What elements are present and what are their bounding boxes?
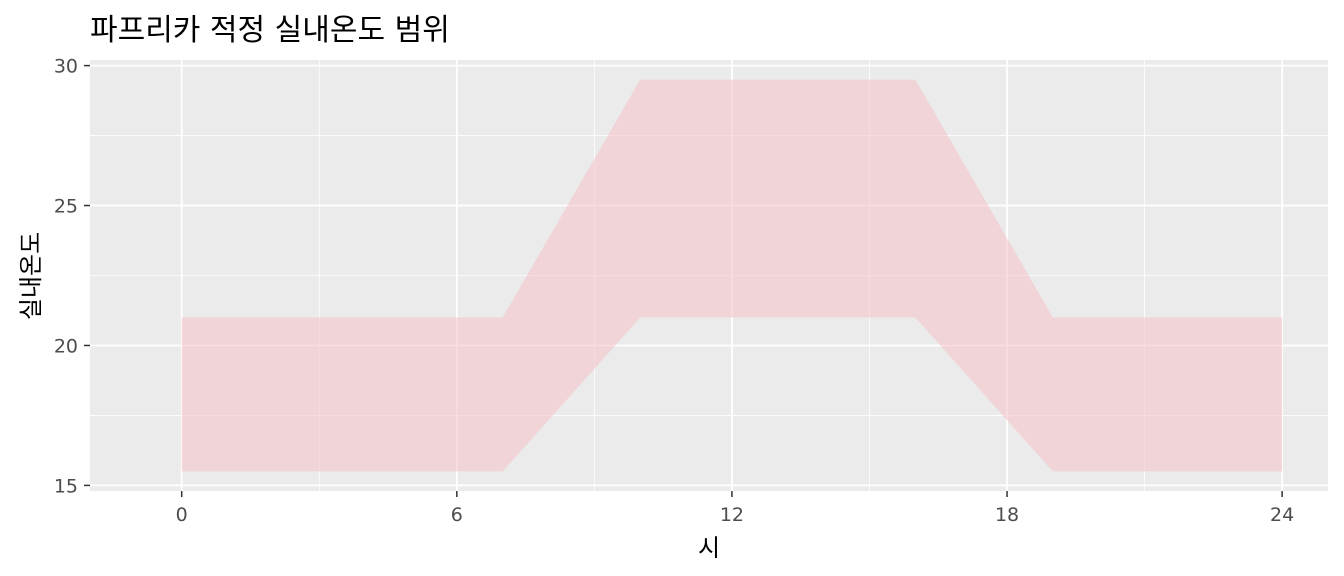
y-tick-label: 30	[54, 56, 78, 78]
x-tick-label: 6	[451, 504, 463, 526]
x-axis-title: 시	[698, 534, 720, 562]
x-axis: 0 6 12 18 24	[176, 491, 1294, 526]
y-axis: 15 20 25 30	[54, 56, 90, 497]
y-tick-label: 20	[54, 335, 78, 357]
chart-title: 파프리카 적정 실내온도 범위	[90, 13, 450, 48]
y-axis-title: 실내온도	[17, 232, 45, 320]
x-tick-label: 0	[176, 504, 188, 526]
x-tick-label: 12	[720, 504, 744, 526]
x-tick-label: 18	[995, 504, 1019, 526]
y-tick-label: 25	[54, 196, 78, 218]
y-tick-label: 15	[54, 475, 78, 497]
x-tick-label: 24	[1270, 504, 1294, 526]
temperature-range-band	[181, 79, 1283, 472]
